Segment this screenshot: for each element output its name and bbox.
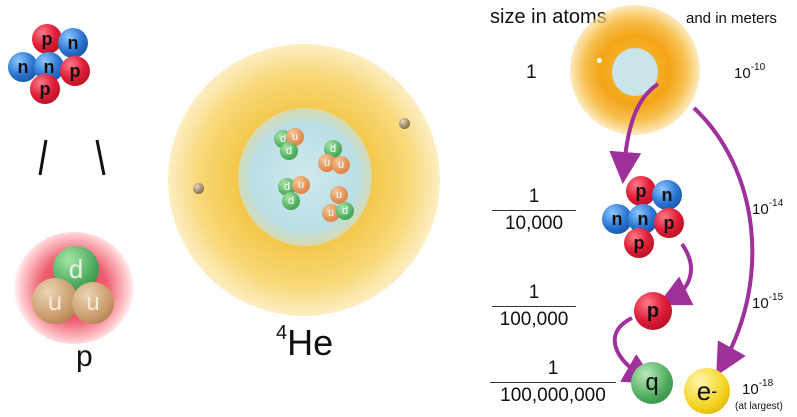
meters-row-4: 10-18 (742, 378, 774, 398)
ratio-denominator: 10,000 (504, 213, 564, 234)
quark-up: u (32, 278, 78, 324)
nucleon-label: p (635, 180, 647, 201)
helium-label: 4He (276, 322, 333, 364)
meters-row-2: 10-14 (752, 198, 784, 218)
ratio-numerator: 1 (528, 186, 540, 207)
quark-label: u (47, 285, 63, 316)
zoom-lines (38, 139, 106, 176)
nucleon-label: n (43, 56, 55, 77)
nucleon-label: p (633, 232, 645, 253)
left-nucleus: p n n n p p (6, 24, 98, 104)
helium-electron (399, 118, 410, 129)
arrow-nucleus-to-proton (657, 242, 694, 306)
nucleon-proton: p (30, 74, 60, 104)
nucleon-label: p (39, 78, 51, 99)
proton-particle-label: p (646, 299, 660, 322)
atom-electron (597, 58, 602, 63)
quark-up: u (332, 156, 350, 174)
nucleon-proton: p (624, 228, 654, 258)
electron-charge: - (711, 380, 718, 401)
ratio-numerator: 1 (547, 358, 559, 379)
quark-down: d (282, 192, 300, 210)
quark-ball: q (631, 362, 673, 404)
proton-label: p (76, 340, 93, 373)
arrow-atom-to-nucleus (609, 82, 660, 184)
nucleon-neutron: n (602, 204, 632, 234)
quark-down: d (324, 140, 342, 158)
quark-up: u (330, 186, 348, 204)
quark-down: d (336, 202, 354, 220)
ratio-row-3: 1 100,000 (492, 282, 576, 331)
nucleon-proton: p (32, 24, 62, 54)
atom-electron (690, 104, 695, 109)
nucleon-label: p (69, 60, 81, 81)
quark-down: d (53, 246, 99, 292)
ratio-denominator: 100,000 (499, 309, 569, 330)
right-nucleus: p n n n p p (600, 176, 692, 260)
nucleon-label: p (663, 212, 675, 233)
ratio-denominator: 100,000,000 (500, 385, 606, 406)
nucleon-label: n (611, 208, 623, 229)
nucleon-label: n (661, 184, 673, 205)
helium-symbol: He (287, 322, 334, 363)
electron-ball: e- (684, 368, 730, 414)
nucleon-label: p (41, 28, 53, 49)
nucleon-proton: p (626, 176, 656, 206)
quark-label: d (68, 253, 84, 284)
nucleon-neutron: n (652, 180, 682, 210)
helium-electron (193, 183, 204, 194)
ratio-numerator: 1 (528, 282, 540, 303)
meters-row-3: 10-15 (752, 292, 784, 312)
meters-note: (at largest) (735, 401, 783, 412)
meters-row-1: 10-10 (734, 62, 766, 82)
nucleon-neutron: n (58, 28, 88, 58)
quark-up: u (292, 176, 310, 194)
nucleon-label: n (637, 208, 649, 229)
nucleon-label: n (67, 32, 79, 53)
ratio-row-1: 1 (526, 62, 537, 83)
nucleon-proton: p (654, 208, 684, 238)
helium-quarks: d u d d u u d u d u u d (270, 126, 360, 226)
quark-up: u (286, 128, 304, 146)
header-size-in-atoms: size in atoms (490, 6, 607, 28)
quark-up: u (322, 204, 340, 222)
helium-mass-number: 4 (276, 322, 288, 344)
header-in-meters: and in meters (686, 10, 777, 27)
right-proton: p (634, 292, 672, 330)
arrow-atom-to-electron (692, 106, 755, 376)
quark-particle-label: q (645, 369, 659, 396)
electron-label: e (696, 375, 712, 406)
ratio-row-4: 1 100,000,000 (490, 358, 616, 407)
quark-up: u (72, 282, 114, 324)
ratio-row-2: 1 10,000 (492, 186, 576, 235)
nucleon-proton: p (60, 56, 90, 86)
quark-down: d (280, 142, 298, 160)
nucleon-neutron: n (8, 52, 38, 82)
quark-down: d (278, 178, 296, 196)
quark-label: u (86, 289, 100, 316)
quark-up: u (318, 154, 336, 172)
nucleon-label: n (17, 56, 29, 77)
